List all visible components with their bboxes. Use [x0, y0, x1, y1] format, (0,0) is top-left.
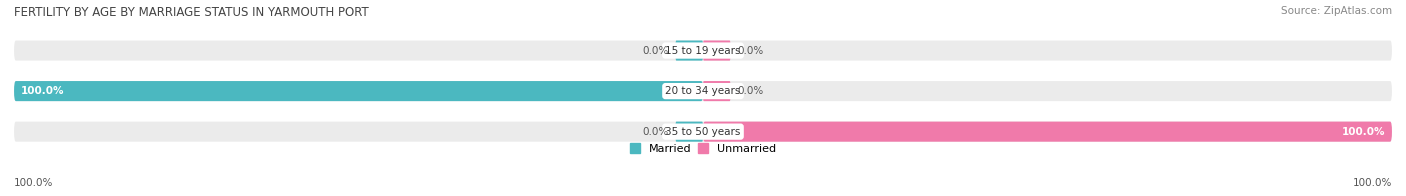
Text: FERTILITY BY AGE BY MARRIAGE STATUS IN YARMOUTH PORT: FERTILITY BY AGE BY MARRIAGE STATUS IN Y…	[14, 6, 368, 19]
FancyBboxPatch shape	[675, 41, 703, 61]
Text: 20 to 34 years: 20 to 34 years	[665, 86, 741, 96]
Text: 15 to 19 years: 15 to 19 years	[665, 45, 741, 55]
Text: Source: ZipAtlas.com: Source: ZipAtlas.com	[1281, 6, 1392, 16]
Text: 0.0%: 0.0%	[738, 45, 763, 55]
Text: 0.0%: 0.0%	[738, 86, 763, 96]
Text: 0.0%: 0.0%	[643, 45, 669, 55]
Text: 100.0%: 100.0%	[21, 86, 65, 96]
Text: 100.0%: 100.0%	[1341, 127, 1385, 137]
FancyBboxPatch shape	[703, 122, 1392, 142]
FancyBboxPatch shape	[675, 122, 703, 142]
Text: 35 to 50 years: 35 to 50 years	[665, 127, 741, 137]
FancyBboxPatch shape	[14, 122, 1392, 142]
Text: 100.0%: 100.0%	[14, 178, 53, 188]
FancyBboxPatch shape	[14, 41, 1392, 61]
FancyBboxPatch shape	[703, 81, 731, 101]
Text: 0.0%: 0.0%	[643, 127, 669, 137]
FancyBboxPatch shape	[703, 41, 731, 61]
FancyBboxPatch shape	[14, 81, 703, 101]
Legend: Married, Unmarried: Married, Unmarried	[630, 143, 776, 154]
Text: 100.0%: 100.0%	[1353, 178, 1392, 188]
FancyBboxPatch shape	[14, 81, 1392, 101]
